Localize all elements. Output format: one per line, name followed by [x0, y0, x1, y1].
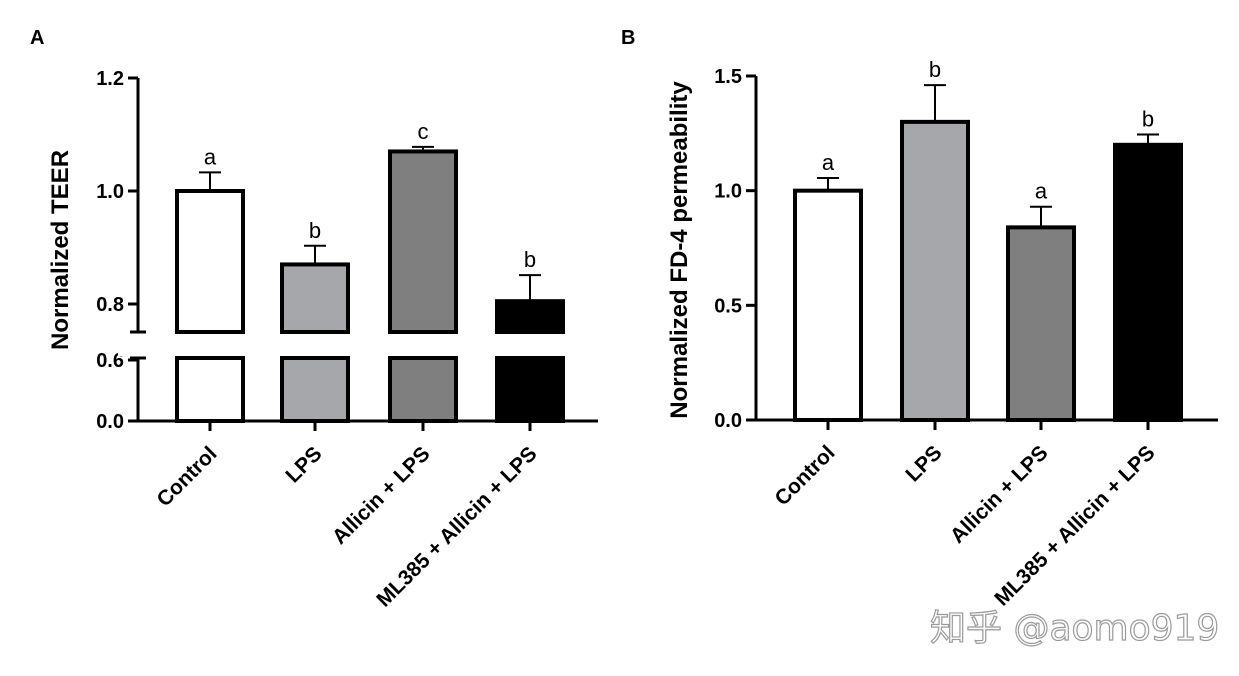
- panel-a-bar-lower: [280, 356, 350, 423]
- panel-b-category-label: Control: [770, 441, 839, 510]
- panel-b-letter: B: [621, 27, 635, 49]
- panel-a-y-tick-label: 0.8: [96, 294, 124, 316]
- panel-a-bar-upper: [388, 149, 458, 334]
- panel-b-bar: [793, 188, 863, 422]
- panel-b-significance-label: b: [929, 57, 941, 82]
- panel-a-bar-upper: [495, 299, 565, 334]
- panel-b-category-label: Allicin + LPS: [946, 441, 1053, 548]
- panel-a-bar-lower: [495, 356, 565, 423]
- panel-a-y-tick-label: 1.0: [96, 181, 124, 203]
- panel-b-bar: [1006, 225, 1076, 422]
- panel-b-y-tick-label: 0.0: [714, 410, 742, 432]
- panel-b-significance-label: a: [822, 150, 835, 175]
- panel-a-significance-label: a: [204, 144, 217, 169]
- panel-b-category-label: LPS: [901, 441, 946, 486]
- panel-b-y-axis-label: Normalized FD-4 permeability: [666, 81, 693, 419]
- panel-a-significance-label: b: [524, 247, 536, 272]
- panel-b-y-tick-label: 0.5: [714, 295, 742, 317]
- panel-a-bar-lower: [175, 356, 245, 423]
- panel-a-category-label: Allicin + LPS: [328, 442, 435, 549]
- watermark-text: 知乎 @aomo919: [930, 608, 1219, 649]
- panel-a-y-tick-label: 0.0: [96, 411, 124, 433]
- panel-a-category-label: Control: [152, 442, 221, 511]
- panel-b-y-tick-label: 1.0: [714, 181, 742, 203]
- panel-a-bar-upper: [280, 262, 350, 335]
- panel-a-y-tick-label: 0.6: [96, 350, 124, 372]
- panel-a-bar-lower: [388, 356, 458, 423]
- panel-b-significance-label: a: [1035, 179, 1048, 204]
- panel-a-significance-label: b: [309, 218, 321, 243]
- panel-b-bar: [1113, 142, 1183, 423]
- panel-a-chart: 0.0 0.6 0.8 1.0 1.2 a Control b LPS c Allicin + LP…: [96, 68, 600, 611]
- panel-b-significance-label: b: [1142, 106, 1154, 131]
- panel-a-letter: A: [30, 27, 44, 49]
- panel-a-axis-break-gap: [118, 334, 600, 356]
- panel-b-y-tick-label: 1.5: [714, 66, 742, 88]
- panel-a-category-label: LPS: [281, 442, 326, 487]
- panel-a-y-axis-label: Normalized TEER: [47, 150, 74, 350]
- panel-a-y-tick-label: 1.2: [96, 68, 124, 90]
- panel-a-significance-label: c: [418, 119, 429, 144]
- panel-a-bar-upper: [175, 189, 245, 334]
- panel-b-bar: [900, 119, 970, 422]
